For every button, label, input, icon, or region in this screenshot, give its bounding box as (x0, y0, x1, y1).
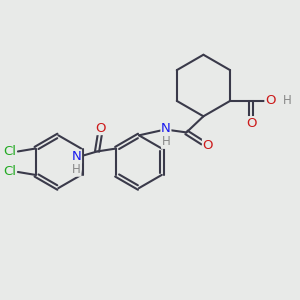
Text: O: O (246, 117, 256, 130)
Text: Cl: Cl (3, 145, 16, 158)
Text: H: H (72, 163, 81, 176)
Text: O: O (202, 139, 213, 152)
Text: N: N (72, 150, 81, 163)
Text: Cl: Cl (3, 165, 16, 178)
Text: O: O (95, 122, 106, 134)
Text: H: H (283, 94, 292, 107)
Text: O: O (265, 94, 275, 107)
Text: H: H (161, 135, 170, 148)
Text: N: N (161, 122, 171, 134)
